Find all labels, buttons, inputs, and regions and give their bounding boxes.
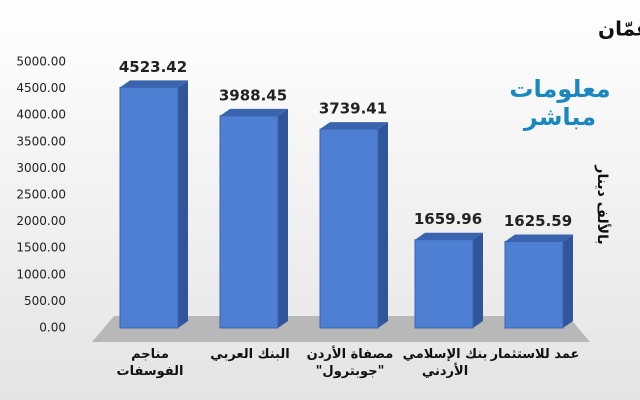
bar (119, 86, 179, 329)
y-tick-label: 500.00 (24, 294, 66, 308)
bar-top (505, 234, 573, 242)
logo-text: معلومات (509, 75, 610, 103)
bar-side (378, 122, 388, 328)
bar-top (415, 232, 483, 240)
bar (219, 115, 279, 329)
bar-side (473, 232, 483, 328)
bar-top (120, 80, 188, 88)
bar-side (278, 108, 288, 329)
value-label: 1625.59 (504, 212, 572, 230)
bar (414, 239, 474, 329)
bar (504, 241, 564, 329)
value-label: 1659.96 (414, 210, 482, 228)
value-label: 3988.45 (219, 86, 287, 104)
logo-text: مباشر (523, 103, 596, 131)
value-label: 4523.42 (119, 58, 187, 76)
x-tick-label: مناجم الفوسفات (116, 347, 184, 379)
y-tick-label: 1500.00 (16, 241, 66, 255)
y-tick-label: 3500.00 (16, 134, 66, 148)
y-tick-label: 1000.00 (16, 267, 66, 281)
bar-side (563, 234, 573, 328)
x-tick-label: عمد للاستثمار (490, 347, 580, 362)
y-tick-label: 4000.00 (16, 108, 66, 122)
y-axis-label: بالألف دينار (594, 164, 611, 244)
bar-top (220, 108, 288, 116)
bar-side (178, 80, 188, 328)
value-label: 3739.41 (319, 100, 387, 118)
y-tick-label: 2500.00 (16, 188, 66, 202)
y-tick-label: 4500.00 (16, 81, 66, 95)
y-tick-label: 3000.00 (16, 161, 66, 175)
y-tick-label: 2000.00 (16, 214, 66, 228)
chart-title: أنشط 5 أسهم قيمةً ببورصة عمّان (598, 15, 640, 41)
bar (319, 128, 379, 329)
x-tick-label: بنك الإسلامي الأردني (402, 347, 488, 379)
x-tick-label: مصفاة الأردن "جوبترول" (306, 347, 394, 379)
bar-top (320, 122, 388, 130)
y-tick-label: 0.00 (39, 321, 66, 335)
x-tick-label: البنك العربي (210, 347, 290, 362)
y-tick-label: 5000.00 (16, 55, 66, 69)
